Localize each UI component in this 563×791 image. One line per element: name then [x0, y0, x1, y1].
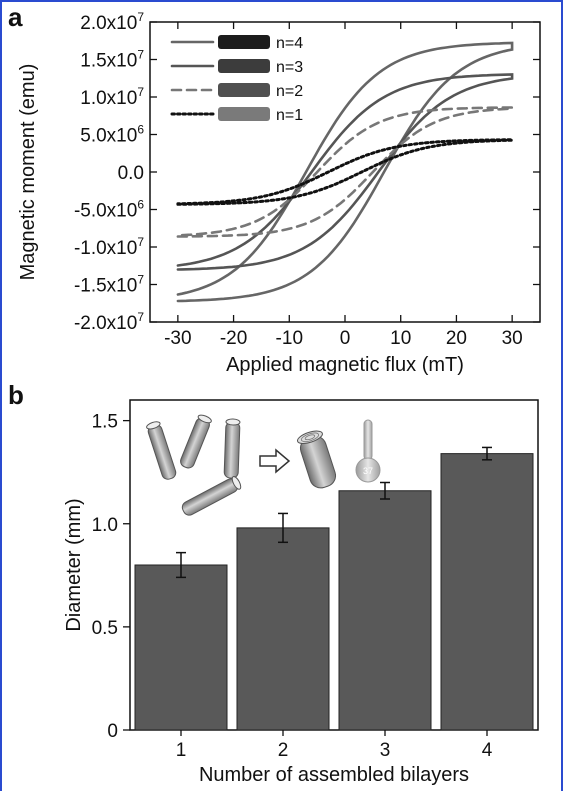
panel-a-x-tick-label: -20: [220, 328, 247, 349]
tube-3: [223, 418, 241, 479]
tube-2: [180, 414, 212, 469]
legend-label-n1: n=1: [276, 107, 303, 124]
panel-a-x-tick-label: 10: [390, 328, 411, 349]
panel-a-y-tick-label: 1.0x107: [80, 85, 144, 109]
panel-a-x-tick-label: 30: [502, 328, 523, 349]
panel-a-x-axis: -30 -20 -10 0 10 20 30: [164, 22, 523, 349]
legend-swatch-n3: [218, 59, 270, 73]
panel-b-y-tick-label: 1.0: [92, 515, 118, 536]
panel-b-x-tick-label: 4: [482, 740, 493, 761]
thermometer-label: 37: [363, 466, 373, 476]
tube-4: [181, 476, 242, 516]
panel-b-diameter-bar-chart: b 0 0.5 1.0 1.5 1 2 3 4: [8, 380, 539, 786]
panel-a-label: a: [8, 2, 23, 32]
panel-b-y-axis-label: Diameter (mm): [63, 498, 85, 631]
panel-a-y-tick-label: 2.0x107: [80, 10, 144, 34]
panel-b-x-tick-label: 3: [380, 740, 391, 761]
panel-a-legend: n=4 n=3 n=2 n=1: [170, 35, 303, 124]
rolled-tube: [297, 430, 337, 489]
panel-a-series-n1-loop: [176, 138, 514, 206]
panel-b-plot-frame: [129, 399, 539, 731]
panel-b-y-tick-label: 0: [107, 721, 118, 742]
panel-a-y-tick-label: -1.5x107: [74, 273, 144, 297]
inset-tubes-illustration: 37: [146, 414, 381, 516]
panel-a-y-tick-label: 5.0x106: [80, 123, 144, 147]
panel-a-series-n3-loop: [176, 73, 514, 271]
panel-b-label: b: [8, 380, 24, 410]
legend-label-n3: n=3: [276, 59, 303, 76]
panel-b-x-axis-label: Number of assembled bilayers: [199, 764, 469, 786]
panel-a-y-tick-label: -5.0x106: [74, 198, 144, 222]
legend-swatch-n4: [218, 35, 270, 49]
panel-a-x-axis-label: Applied magnetic flux (mT): [226, 354, 464, 376]
thermometer-icon: 37: [355, 419, 381, 483]
bar-3: [338, 490, 432, 731]
panel-a-y-axis: -2.0x107 -1.5x107 -1.0x107 -5.0x106 0.0 5.0x1…: [74, 10, 540, 334]
figure-left-border: [0, 0, 2, 791]
panel-a-y-tick-label: 1.5x107: [80, 48, 144, 72]
panel-a-y-tick-label: 0.0: [118, 163, 144, 184]
panel-a-x-tick-label: 20: [446, 328, 467, 349]
figure-right-border: [561, 0, 563, 791]
panel-b-x-axis: 1 2 3 4: [176, 730, 493, 761]
panel-a-x-tick-label: -10: [276, 328, 303, 349]
legend-label-n2: n=2: [276, 83, 303, 100]
panel-b-bars: [134, 446, 534, 731]
panel-b-x-tick-label: 2: [278, 740, 289, 761]
panel-b-y-tick-label: 0.5: [92, 618, 118, 639]
panel-a-series-n4-loop: [176, 41, 514, 303]
panel-a-series: [176, 41, 514, 303]
panel-b-x-tick-label: 1: [176, 740, 187, 761]
panel-a-x-tick-label: 0: [340, 328, 351, 349]
legend-swatch-n2: [218, 83, 270, 97]
panel-a-series-n2-loop: [176, 106, 514, 238]
bar-1: [134, 564, 228, 731]
panel-a-y-tick-label: -1.0x107: [74, 235, 144, 259]
legend-swatch-n1: [218, 107, 270, 121]
panel-a-hysteresis-chart: a -2.0x107 -1.5x107 -1.0x107 -5.0x106 0.0 5.0…: [8, 2, 541, 376]
panel-a-y-tick-label: -2.0x107: [74, 310, 144, 334]
panel-b-y-axis: 0 0.5 1.0 1.5: [92, 412, 130, 742]
tube-1: [146, 421, 177, 480]
figure-top-border: [0, 0, 563, 2]
arrow-icon: [259, 448, 291, 474]
bar-2: [236, 527, 330, 731]
panel-a-y-axis-label: Magnetic moment (emu): [17, 64, 39, 281]
legend-label-n4: n=4: [276, 35, 303, 52]
panel-a-x-tick-label: -30: [164, 328, 191, 349]
bar-4: [440, 453, 534, 731]
panel-b-y-tick-label: 1.5: [92, 412, 118, 433]
